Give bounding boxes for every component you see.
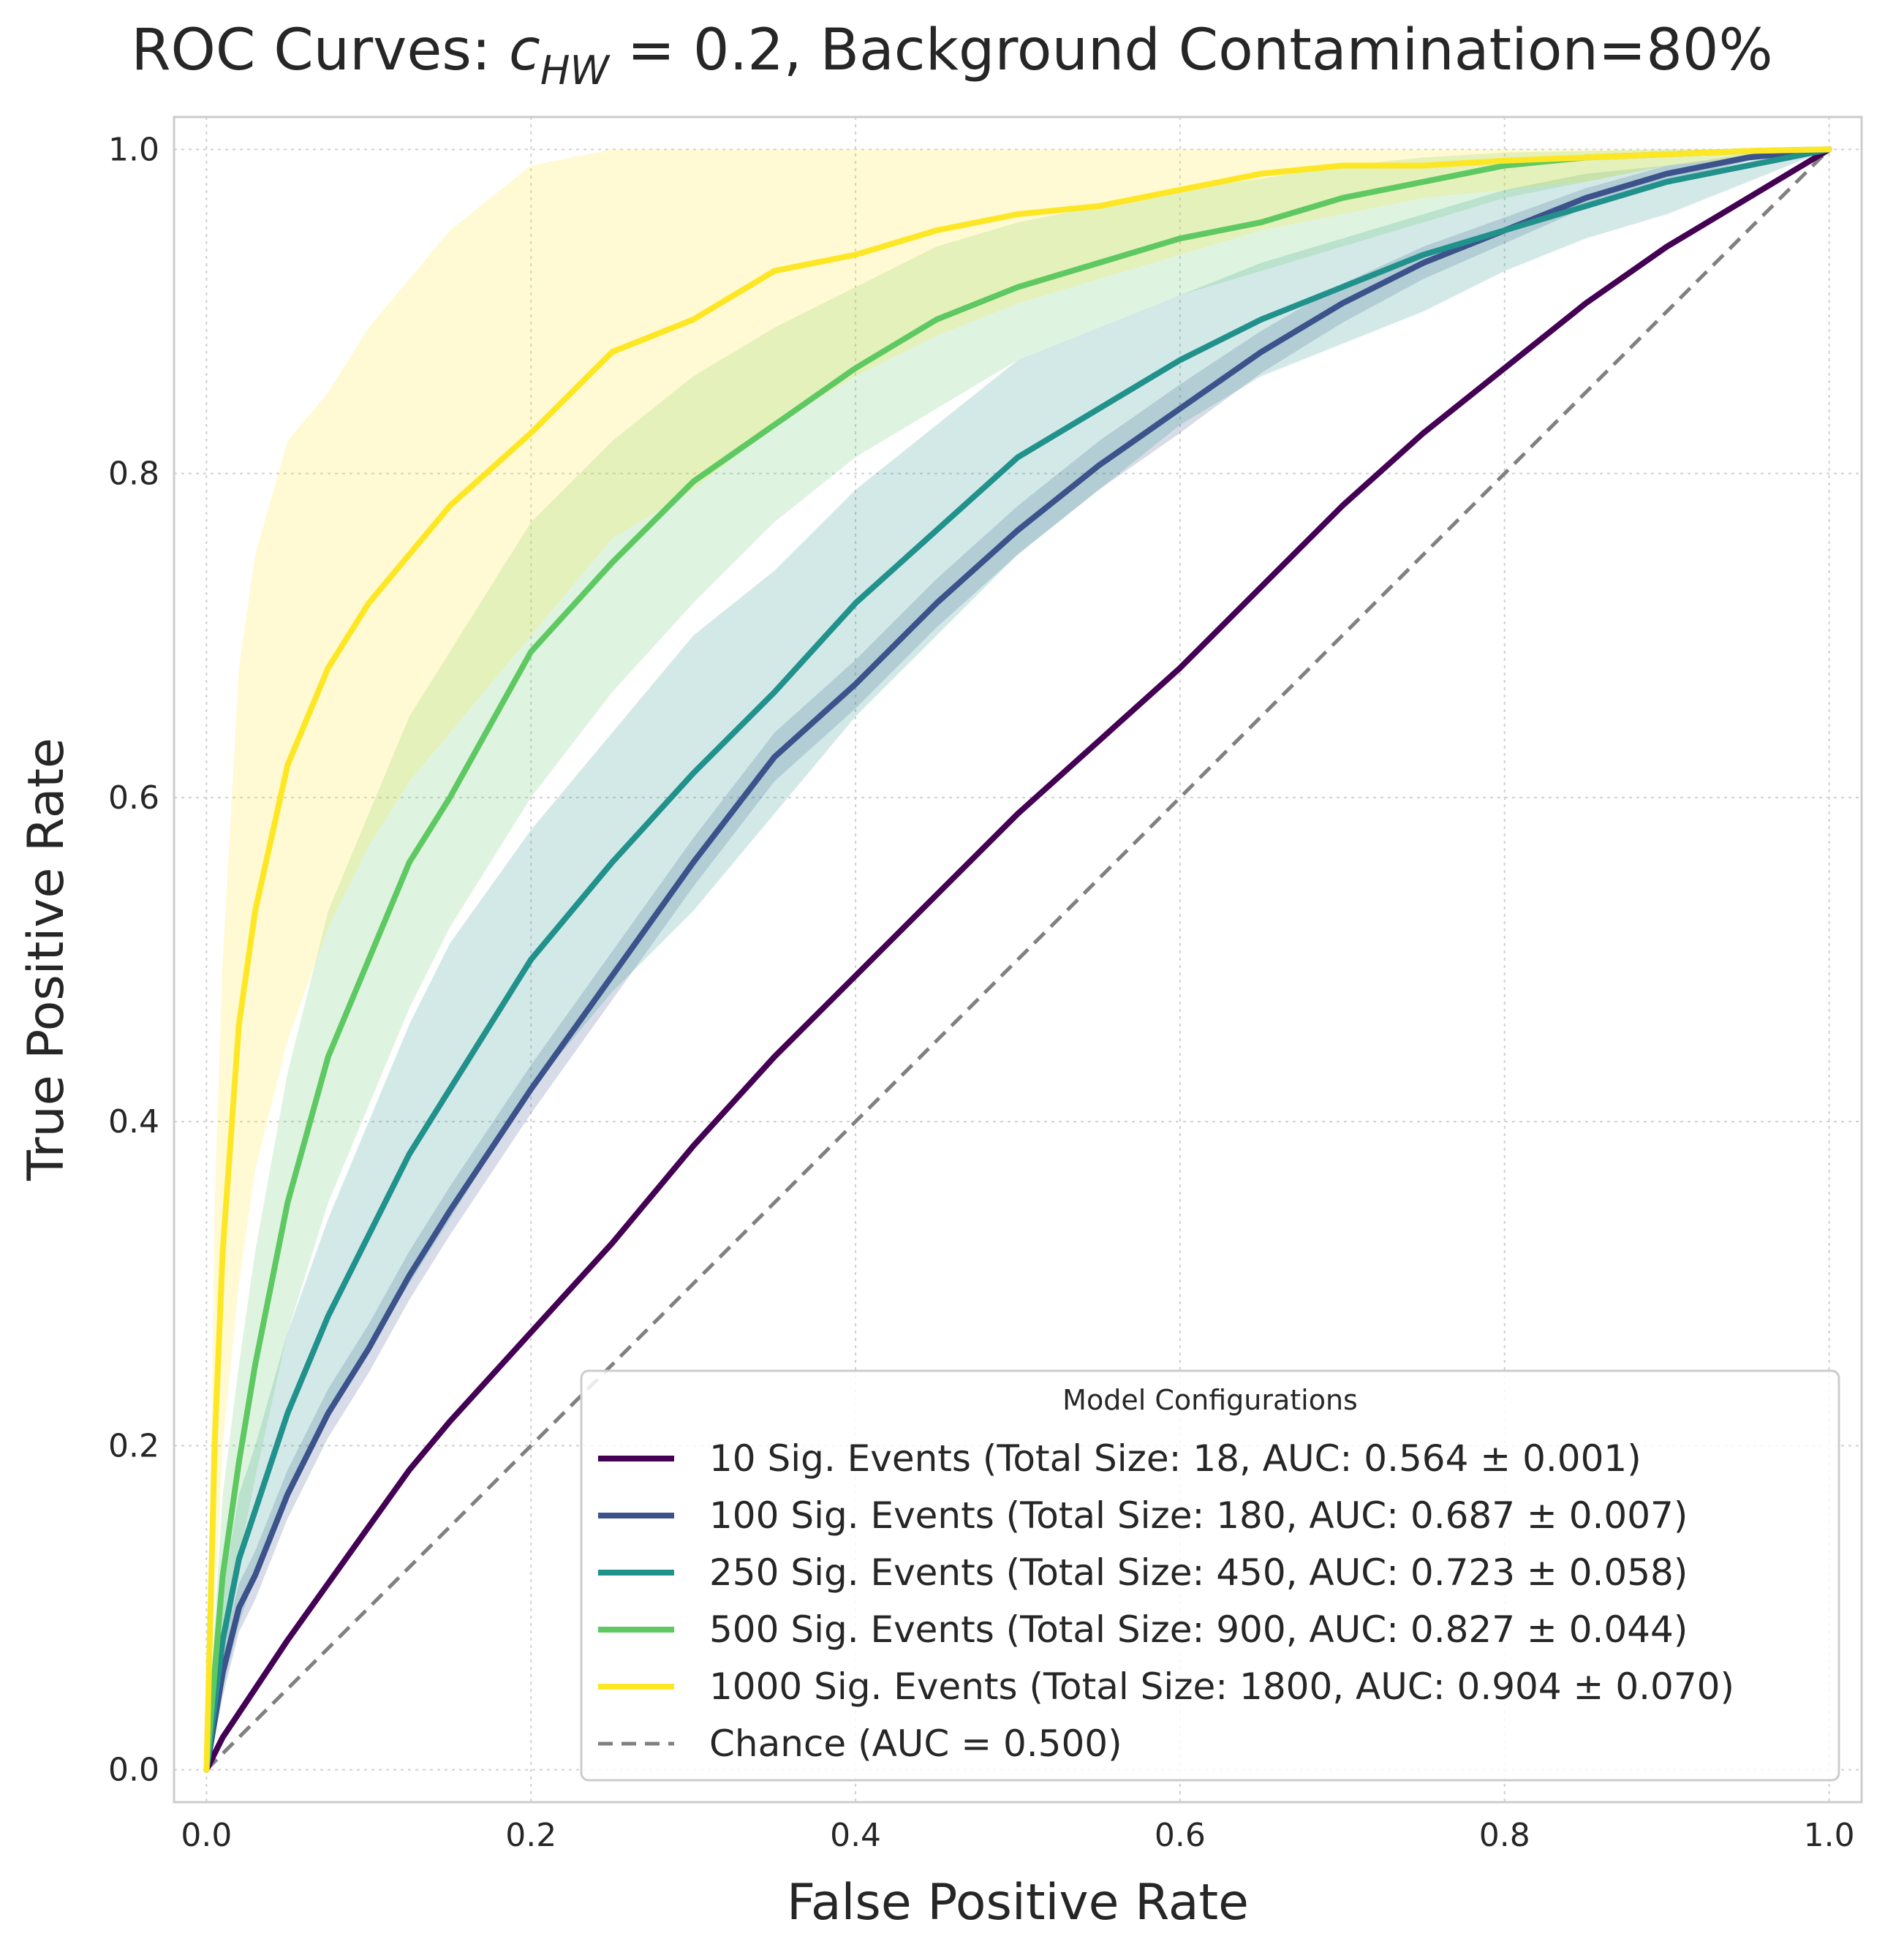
- y-axis-label: True Positive Rate: [18, 738, 75, 1181]
- confidence-band: [206, 149, 1829, 1770]
- roc-series-line: [203, 146, 1832, 1773]
- x-tick-label: 0.6: [1155, 1817, 1206, 1854]
- x-tick-label: 0.0: [181, 1817, 232, 1854]
- chart-title: ROC Curves: cHW = 0.2, Background Contam…: [131, 18, 1772, 94]
- legend-label: 100 Sig. Events (Total Size: 180, AUC: 0…: [709, 1494, 1688, 1537]
- legend-label: 1000 Sig. Events (Total Size: 1800, AUC:…: [709, 1665, 1734, 1708]
- roc-series-line: [203, 146, 1832, 1773]
- plot-frame: [173, 116, 1863, 1804]
- roc-lines: [203, 146, 1832, 1773]
- tick-labels: 0.0 0.2 0.4 0.6 0.8 1.0 0.0 0.2 0.4 0.6 0.8 1.0: [108, 131, 1855, 1854]
- y-tick-label: 0.2: [108, 1427, 159, 1464]
- y-tick-label: 1.0: [108, 131, 159, 168]
- y-tick-label: 0.8: [108, 455, 159, 493]
- legend-entries: 10 Sig. Events (Total Size: 18, AUC: 0.5…: [598, 1437, 1734, 1765]
- x-axis-label: False Positive Rate: [787, 1874, 1249, 1932]
- x-tick-label: 0.8: [1479, 1817, 1530, 1854]
- legend-label: 10 Sig. Events (Total Size: 18, AUC: 0.5…: [709, 1437, 1642, 1480]
- roc-series-line: [203, 146, 1832, 1773]
- y-tick-label: 0.4: [108, 1103, 159, 1141]
- legend: Model Configurations 10 Sig. Events (Tot…: [580, 1369, 1840, 1782]
- legend-title: Model Configurations: [1062, 1384, 1358, 1416]
- legend-label: 250 Sig. Events (Total Size: 450, AUC: 0…: [709, 1551, 1688, 1594]
- legend-label: Chance (AUC = 0.500): [709, 1722, 1122, 1765]
- x-tick-label: 0.2: [505, 1817, 556, 1854]
- legend-box: [580, 1369, 1840, 1782]
- y-tick-label: 0.0: [108, 1752, 159, 1789]
- x-tick-label: 1.0: [1804, 1817, 1855, 1854]
- legend-label: 500 Sig. Events (Total Size: 900, AUC: 0…: [709, 1608, 1688, 1651]
- chance-line: [205, 148, 1831, 1771]
- y-tick-label: 0.6: [108, 779, 159, 817]
- x-tick-label: 0.4: [830, 1817, 881, 1854]
- roc-series-line: [203, 146, 1832, 1773]
